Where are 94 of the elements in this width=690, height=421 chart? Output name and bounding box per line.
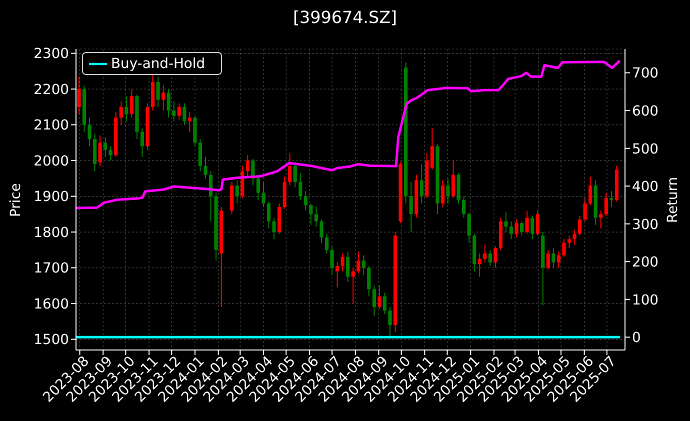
candlestick bbox=[583, 198, 587, 222]
candlestick bbox=[266, 201, 271, 229]
y-tick-label: 2200 bbox=[34, 82, 69, 98]
candlestick bbox=[324, 233, 329, 254]
candlestick bbox=[451, 160, 456, 199]
candlestick bbox=[494, 246, 498, 268]
y2-tick-label: 100 bbox=[632, 292, 659, 308]
y2-tick-label: 300 bbox=[632, 216, 659, 233]
y-tick-label: 1900 bbox=[34, 189, 69, 206]
candlestick bbox=[156, 76, 160, 108]
candlestick bbox=[88, 117, 92, 147]
legend-label: Buy-and-Hold bbox=[111, 56, 206, 72]
candlestick bbox=[552, 248, 556, 268]
candlestick bbox=[346, 251, 350, 283]
candlestick bbox=[77, 76, 81, 115]
candlestick bbox=[98, 135, 102, 166]
y2-tick-label: 500 bbox=[632, 141, 659, 158]
candlestick bbox=[182, 102, 186, 126]
y2-tick-label: 700 bbox=[632, 66, 659, 82]
y2-tick-label: 200 bbox=[632, 254, 659, 271]
candlestick bbox=[235, 180, 239, 204]
candlestick bbox=[314, 206, 318, 228]
candlestick bbox=[420, 164, 424, 204]
candlestick bbox=[409, 181, 413, 233]
candlestick bbox=[599, 210, 603, 229]
candlestick bbox=[604, 192, 608, 216]
candlestick bbox=[177, 102, 181, 120]
candlestick bbox=[272, 217, 276, 240]
candlestick bbox=[119, 101, 123, 126]
chart-title: [399674.SZ] bbox=[292, 6, 398, 28]
candlestick bbox=[362, 254, 366, 276]
candlestick bbox=[351, 267, 355, 304]
candlestick bbox=[130, 88, 134, 118]
candlestick bbox=[504, 212, 508, 233]
candlestick bbox=[335, 262, 340, 288]
y-axis-title: Price bbox=[8, 182, 24, 216]
candlestick bbox=[246, 154, 250, 178]
candlestick bbox=[108, 146, 112, 162]
candlestick bbox=[367, 265, 371, 297]
candlestick bbox=[578, 215, 582, 236]
y-tick-label: 1600 bbox=[34, 296, 69, 312]
candlestick bbox=[204, 156, 208, 179]
y-tick-label: 1700 bbox=[34, 260, 69, 277]
candlestick bbox=[198, 138, 202, 172]
candlestick bbox=[514, 219, 518, 238]
candlestick bbox=[509, 220, 514, 240]
candlestick bbox=[478, 252, 482, 278]
candlestick bbox=[388, 306, 392, 336]
candlestick bbox=[467, 212, 471, 244]
candlestick bbox=[588, 176, 592, 206]
candlestick bbox=[546, 249, 550, 270]
candlestick bbox=[556, 251, 560, 268]
candlestick bbox=[304, 190, 308, 212]
candlestick bbox=[520, 220, 524, 236]
candlestick bbox=[530, 215, 534, 240]
y-tick-label: 1500 bbox=[34, 332, 69, 348]
y2-axis-title: Return bbox=[665, 176, 681, 223]
candlestick bbox=[440, 180, 445, 208]
candlestick bbox=[162, 84, 166, 111]
candlestick bbox=[298, 172, 302, 200]
candlestick bbox=[462, 196, 466, 218]
candlestick bbox=[378, 285, 382, 310]
candlestick bbox=[330, 246, 334, 276]
candlestick bbox=[430, 128, 434, 170]
candlestick bbox=[166, 88, 170, 118]
candlestick bbox=[188, 112, 192, 132]
candlestick bbox=[140, 128, 144, 158]
y-tick-label: 2000 bbox=[34, 153, 69, 170]
candlestick bbox=[288, 152, 292, 186]
candlestick bbox=[356, 251, 360, 274]
candlestick bbox=[372, 285, 376, 317]
candlestick bbox=[488, 249, 492, 266]
candlestick bbox=[446, 178, 450, 204]
y-tick-label: 2100 bbox=[34, 118, 69, 134]
candlestick bbox=[567, 235, 572, 249]
candlestick bbox=[309, 202, 313, 226]
candlestick bbox=[172, 101, 176, 122]
candlestick bbox=[262, 181, 266, 208]
candlestick bbox=[562, 238, 566, 258]
y2-tick-label: 600 bbox=[632, 103, 659, 120]
y-tick-label: 2300 bbox=[34, 46, 69, 62]
candlestick bbox=[610, 190, 614, 208]
candlestick bbox=[483, 244, 487, 263]
candlestick bbox=[104, 136, 108, 158]
candlestick bbox=[340, 252, 344, 272]
candlestick bbox=[382, 292, 387, 315]
candlestick bbox=[525, 210, 529, 234]
candlestick bbox=[320, 219, 324, 244]
candlestick bbox=[124, 96, 128, 122]
candlestick bbox=[536, 210, 540, 236]
y2-tick-label: 0 bbox=[632, 330, 641, 346]
candlestick bbox=[572, 230, 576, 246]
y-tick-label: 1800 bbox=[34, 224, 69, 241]
y2-tick-label: 400 bbox=[632, 179, 659, 196]
